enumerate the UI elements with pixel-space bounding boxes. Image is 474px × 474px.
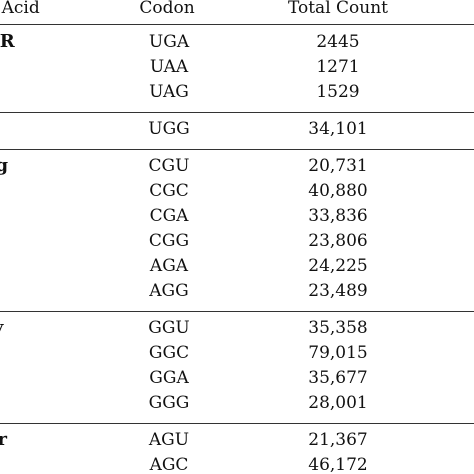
count-cell: 35,358: [308, 318, 368, 338]
codon-cell: AGC: [149, 455, 189, 474]
group-divider: [0, 423, 474, 424]
group-divider: [0, 112, 474, 113]
count-cell: 1529: [316, 82, 360, 102]
count-cell: 34,101: [308, 119, 368, 139]
codon-cell: GGG: [148, 393, 190, 413]
header-total-count: Total Count: [287, 0, 389, 18]
codon-cell: GGC: [148, 343, 190, 363]
count-cell: 1271: [316, 57, 360, 77]
amino-acid-label: er: [0, 429, 7, 450]
count-cell: 24,225: [308, 256, 368, 276]
codon-cell: UAA: [149, 57, 189, 77]
codon-cell: UAG: [149, 82, 189, 102]
amino-acid-label: ER: [0, 31, 15, 52]
codon-cell: UGA: [148, 32, 190, 52]
count-cell: 23,806: [308, 231, 368, 251]
codon-cell: CGA: [149, 206, 189, 226]
amino-acid-label: ly: [0, 317, 3, 339]
group-divider: [0, 311, 474, 312]
count-cell: 21,367: [308, 430, 368, 450]
codon-cell: AGU: [148, 430, 190, 450]
group-divider: [0, 149, 474, 150]
count-cell: 20,731: [308, 156, 368, 176]
amino-acid-label: rg: [0, 155, 9, 176]
codon-cell: AGA: [149, 256, 189, 276]
codon-cell: AGG: [149, 281, 189, 301]
codon-cell: CGG: [148, 231, 190, 251]
header-rule: [0, 24, 474, 25]
count-cell: 23,489: [308, 281, 368, 301]
header-codon: Codon: [139, 0, 195, 18]
count-cell: 46,172: [308, 455, 368, 474]
codon-cell: GGU: [148, 318, 190, 338]
codon-cell: GGA: [149, 368, 189, 388]
table-header-row: o Acid Codon Total Count: [0, 0, 474, 28]
codon-cell: CGC: [149, 181, 189, 201]
count-cell: 33,836: [308, 206, 368, 226]
count-cell: 2445: [316, 32, 360, 52]
codon-cell: UGG: [148, 119, 190, 139]
codon-cell: CGU: [148, 156, 190, 176]
count-cell: 79,015: [308, 343, 368, 363]
count-cell: 28,001: [308, 393, 368, 413]
header-amino-acid: o Acid: [0, 0, 40, 18]
count-cell: 40,880: [308, 181, 368, 201]
count-cell: 35,677: [308, 368, 368, 388]
